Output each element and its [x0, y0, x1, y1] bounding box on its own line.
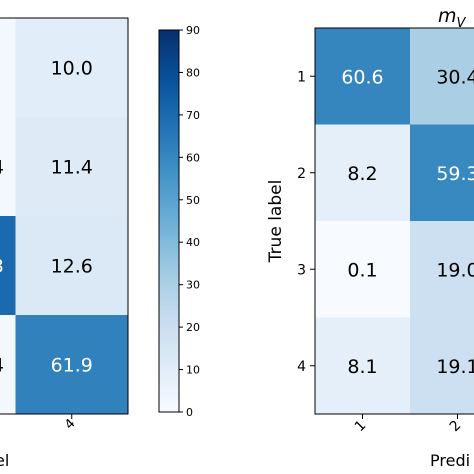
right-matrix-cell [315, 317, 410, 414]
left-matrix-cell [0, 18, 16, 117]
right-matrix-cell [315, 124, 410, 221]
right-matrix-value-label: 8.1 [347, 356, 377, 378]
left-matrix-value-label: 10.0 [51, 58, 93, 80]
right-matrix-cell [410, 28, 474, 125]
left-matrix-cell [0, 315, 16, 414]
right-x-tick-label: 2 [447, 418, 465, 436]
left-matrix-cell [15, 117, 128, 216]
colorbar-tick-label: 70 [186, 109, 200, 122]
right-y-tick-label: 4 [297, 359, 306, 375]
right-matrix-cell [315, 28, 410, 125]
left-matrix-cell [15, 18, 128, 117]
left-matrix-frame [0, 17, 129, 415]
colorbar-tick-label: 50 [186, 194, 200, 207]
right-x-axis-label: Predi [430, 451, 470, 470]
left-matrix-value-label: 61.9 [51, 355, 93, 377]
left-matrix-cell [0, 117, 16, 216]
left-matrix-cell [15, 315, 128, 414]
right-y-tick-label: 1 [297, 69, 306, 85]
right-matrix-cell [410, 317, 474, 414]
left-matrix-value-label: 11.4 [51, 157, 93, 179]
colorbar-tick-label: 80 [186, 66, 200, 79]
right-y-tick-label: 3 [297, 262, 306, 278]
colorbar [158, 29, 180, 413]
colorbar-tick-label: 20 [186, 321, 200, 334]
colorbar-tick-label: 30 [186, 279, 200, 292]
right-matrix-value-label: 0.1 [347, 259, 377, 281]
left-matrix-value-label: 12.6 [51, 256, 93, 278]
left-matrix-value-label: 4 [0, 355, 4, 377]
left-matrix-cell [15, 216, 128, 315]
right-matrix-cell [410, 221, 474, 318]
left-matrix-cell [0, 216, 16, 315]
right-matrix-value-label: 30.4 [436, 66, 474, 88]
right-matrix-value-label: 8.2 [347, 163, 377, 185]
right-matrix-frame [314, 27, 474, 415]
right-matrix-cell [315, 221, 410, 318]
right-matrix-value-label: 19.0 [436, 259, 474, 281]
right-x-tick-label: 1 [352, 418, 370, 436]
left-x-axis-label: el [0, 451, 9, 470]
right-matrix-value-label: 59.3 [436, 163, 474, 185]
colorbar-tick-label: 10 [186, 364, 200, 377]
right-y-tick-label: 2 [297, 166, 306, 182]
left-x-tick-label: 4 [62, 416, 78, 432]
colorbar-tick-label: 0 [186, 406, 193, 419]
colorbar-tick-label: 90 [186, 24, 200, 37]
right-y-axis-label: True label [266, 180, 286, 264]
right-matrix-cell [410, 124, 474, 221]
left-matrix-value-label: 4 [0, 157, 4, 179]
colorbar-tick-label: 60 [186, 151, 200, 164]
left-matrix-value-label: 3 [0, 256, 4, 278]
right-chart-title: mV [438, 5, 467, 31]
right-matrix-value-label: 60.6 [341, 66, 383, 88]
colorbar-tick-label: 40 [186, 236, 200, 249]
right-matrix-value-label: 19.1 [436, 356, 474, 378]
